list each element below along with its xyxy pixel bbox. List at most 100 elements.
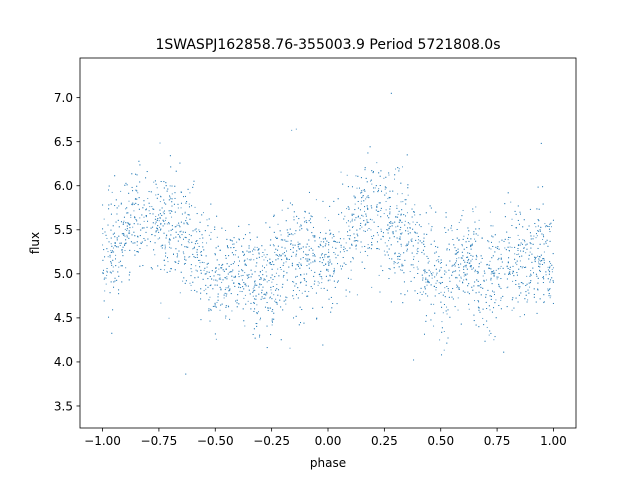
data-point — [285, 240, 287, 242]
data-point — [439, 339, 441, 341]
data-point — [451, 265, 453, 267]
data-point — [485, 301, 487, 303]
data-point — [236, 241, 238, 243]
data-point — [290, 243, 292, 245]
data-point — [394, 252, 396, 254]
data-point — [174, 226, 176, 228]
data-point — [388, 268, 390, 269]
data-point — [163, 232, 165, 234]
data-point — [520, 242, 522, 244]
data-point — [501, 239, 503, 241]
data-point — [470, 244, 472, 246]
data-point — [411, 208, 413, 210]
data-point — [247, 275, 249, 277]
data-point — [165, 185, 167, 187]
data-point — [502, 295, 504, 297]
data-point — [456, 277, 458, 279]
y-axis-label: flux — [28, 232, 42, 254]
data-point — [356, 294, 358, 296]
data-point — [536, 312, 538, 314]
data-point — [280, 254, 282, 256]
data-point — [466, 268, 468, 270]
data-point — [542, 238, 544, 240]
data-point — [282, 264, 284, 266]
data-point — [200, 269, 202, 271]
data-point — [357, 207, 359, 209]
data-point — [500, 258, 502, 260]
data-point — [214, 304, 216, 306]
data-point — [498, 273, 500, 274]
data-point — [280, 234, 282, 236]
data-point — [388, 172, 390, 174]
data-point — [421, 242, 423, 244]
data-point — [458, 239, 460, 241]
data-point — [249, 232, 251, 234]
data-point — [179, 235, 181, 237]
data-point — [215, 247, 217, 249]
data-point — [252, 291, 254, 293]
data-point — [347, 186, 349, 188]
data-point — [310, 262, 312, 264]
data-point — [461, 245, 463, 247]
data-point — [401, 209, 403, 211]
data-point — [242, 251, 244, 253]
data-point — [291, 265, 293, 267]
data-point — [370, 229, 372, 231]
data-point — [241, 291, 243, 293]
data-point — [423, 233, 425, 235]
data-point — [396, 237, 398, 239]
data-point — [389, 268, 391, 270]
data-point — [186, 223, 188, 225]
data-point — [409, 227, 411, 229]
data-point — [225, 305, 227, 307]
data-point — [187, 223, 189, 225]
data-point — [326, 289, 328, 291]
data-point — [457, 297, 459, 299]
data-point — [110, 249, 112, 251]
data-point — [109, 256, 111, 258]
data-point — [180, 230, 182, 232]
data-point — [550, 262, 552, 264]
data-point — [299, 229, 301, 231]
x-tick-label: −0.25 — [253, 434, 290, 448]
data-point — [446, 342, 448, 344]
data-point — [442, 312, 444, 314]
data-point — [434, 252, 436, 254]
data-point — [462, 209, 464, 211]
data-point — [328, 251, 330, 253]
data-point — [470, 265, 472, 267]
data-point — [488, 267, 490, 269]
data-point — [363, 230, 365, 232]
data-point — [474, 300, 476, 302]
data-point — [295, 276, 297, 278]
data-point — [337, 280, 339, 282]
data-point — [369, 218, 371, 220]
data-point — [169, 243, 171, 245]
data-point — [445, 271, 447, 273]
data-point — [306, 254, 308, 256]
data-point — [188, 206, 190, 208]
data-point — [430, 230, 432, 232]
data-point — [112, 259, 114, 261]
data-point — [102, 204, 104, 206]
data-point — [539, 269, 541, 271]
data-point — [220, 304, 222, 306]
data-point — [331, 263, 333, 265]
data-point — [136, 244, 138, 246]
data-point — [309, 218, 311, 220]
data-point — [200, 298, 202, 300]
data-point — [293, 298, 295, 300]
data-point — [145, 208, 147, 210]
data-point — [367, 152, 369, 154]
data-point — [196, 213, 198, 215]
data-point — [470, 248, 472, 250]
data-point — [409, 223, 411, 225]
data-point — [456, 258, 458, 260]
data-point — [542, 276, 544, 278]
data-point — [292, 244, 294, 246]
data-point — [528, 258, 530, 260]
data-point — [328, 249, 330, 251]
data-point — [413, 359, 415, 361]
data-point — [403, 281, 405, 283]
data-point — [507, 286, 509, 288]
